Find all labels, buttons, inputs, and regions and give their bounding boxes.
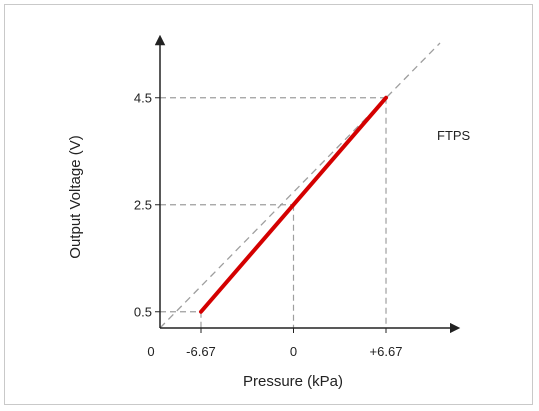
x-axis-title: Pressure (kPa): [243, 373, 343, 390]
y-axis-title: Output Voltage (V): [67, 135, 84, 258]
series-line-ftps: [198, 95, 389, 314]
origin-label: 0: [147, 344, 154, 359]
series-label-ftps: FTPS: [437, 128, 471, 143]
axes: [154, 34, 461, 334]
chart-frame: [4, 4, 533, 405]
extrapolation-line: [159, 42, 441, 329]
x-tick-label-2: +6.67: [370, 344, 403, 359]
series-group: [198, 95, 389, 314]
x-tick-label-0: -6.67: [186, 344, 216, 359]
tick-group: -6.67 0 +6.67 0.5 2.5 4.5: [134, 90, 403, 359]
guide-lines: [159, 42, 441, 329]
y-tick-label-2: 4.5: [134, 90, 152, 105]
x-tick-label-1: 0: [290, 344, 297, 359]
y-tick-label-0: 0.5: [134, 304, 152, 319]
y-tick-label-1: 2.5: [134, 197, 152, 212]
